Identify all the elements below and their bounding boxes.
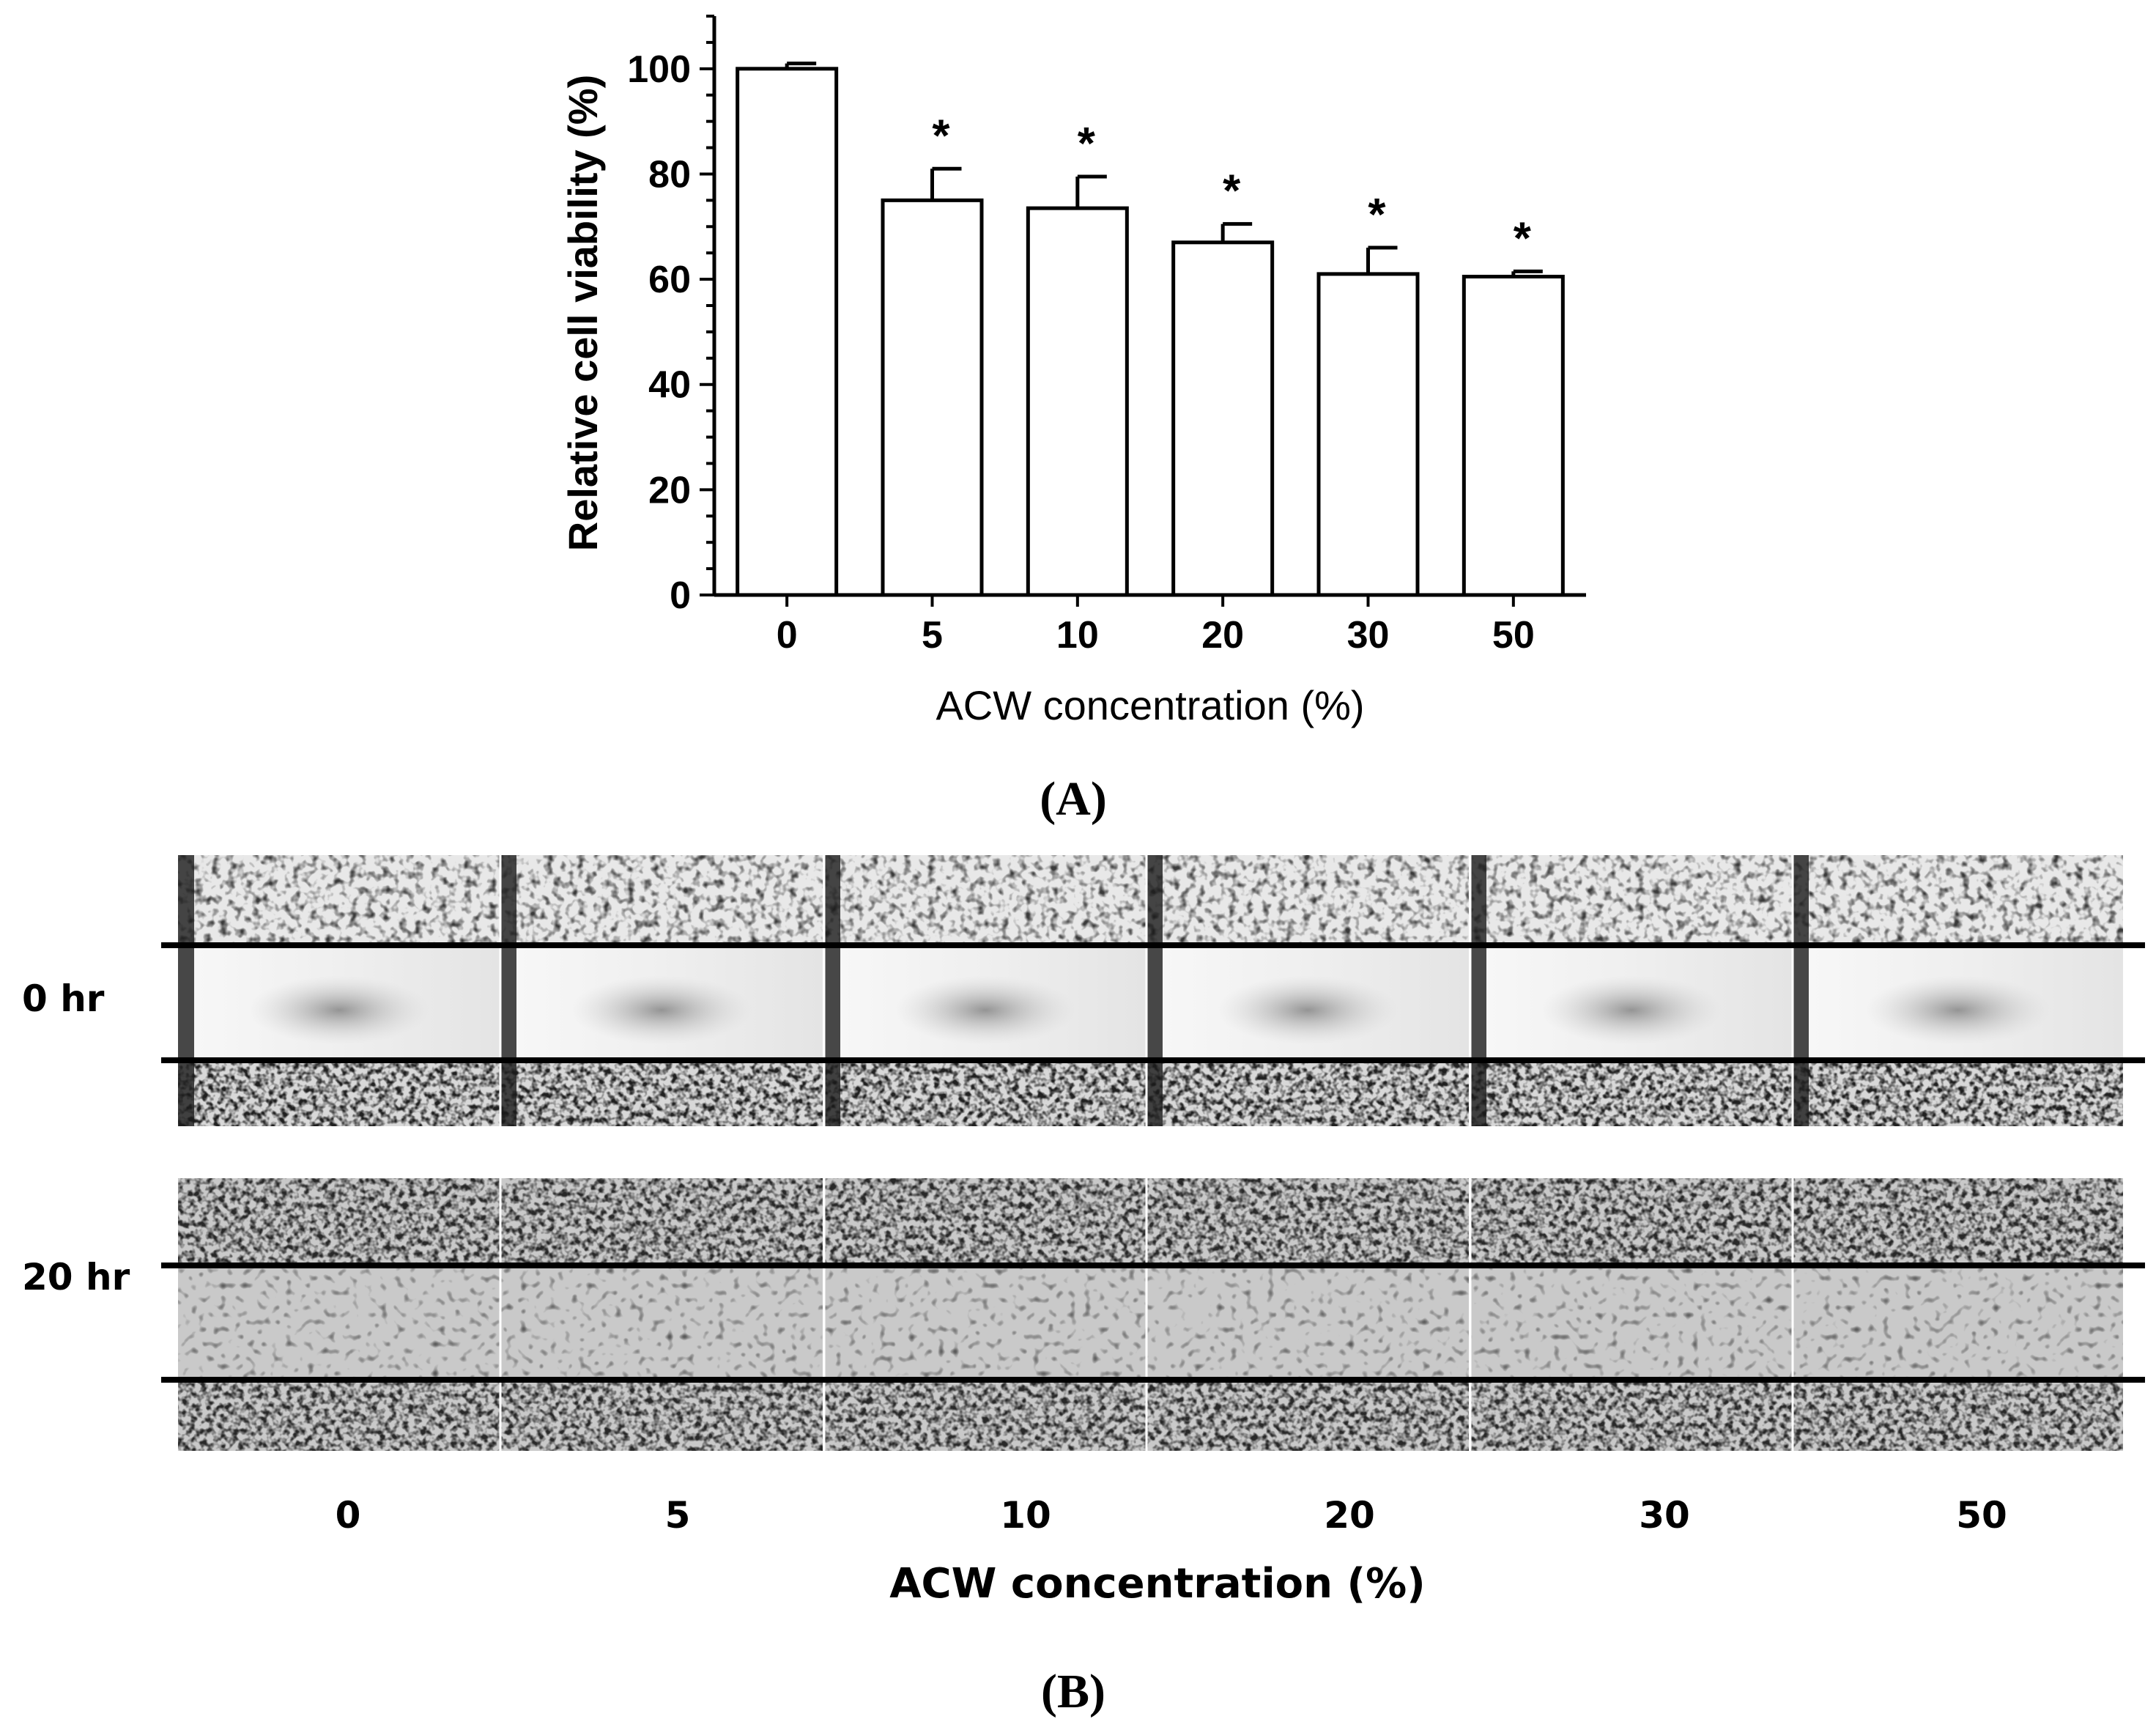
cell-texture: [178, 855, 500, 945]
micrograph-row-0hr: [161, 855, 2145, 1126]
micrograph-tile: [499, 1178, 823, 1451]
row-label-0hr: 0 hr: [22, 977, 105, 1020]
row-label-20hr: 20 hr: [22, 1256, 130, 1298]
y-tick-label: 100: [627, 48, 691, 91]
concentration-label: 5: [665, 1494, 691, 1537]
x-tick-label: 30: [1347, 614, 1390, 657]
tile-edge-shadow: [178, 855, 194, 1126]
cell-texture: [1470, 1380, 1793, 1451]
x-tick-label: 10: [1056, 614, 1099, 657]
tile-edge-shadow: [1793, 855, 1809, 1126]
scratch-assay-panel: 0 hr 20 hr 0 5 10 20 30 50 ACW concentration …: [22, 855, 2145, 1608]
concentration-label: 20: [1324, 1494, 1375, 1537]
viability-bar-chart: 0 20 40 60 80 100 0 5 10 20 30 50 * * * * * Relative c…: [560, 15, 1586, 728]
cell-texture: [1146, 855, 1469, 945]
micrograph-tile: [1145, 855, 1469, 1126]
cell-texture: [1470, 1178, 1793, 1265]
cell-texture: [178, 1060, 500, 1126]
micrograph-tile: [1791, 855, 2123, 1126]
migrated-cells: [1793, 1265, 2123, 1380]
bar: [1462, 275, 1565, 597]
y-axis-title: Relative cell viability (%): [560, 75, 606, 551]
x-tick-label: 0: [777, 614, 798, 657]
micrograph-tile: [499, 855, 823, 1126]
concentration-labels: 0 5 10 20 30 50: [336, 1494, 2007, 1537]
gap-shadow: [1541, 975, 1722, 1045]
bar: [1316, 272, 1420, 597]
bar: [1171, 240, 1275, 597]
significance-star: *: [932, 111, 950, 161]
gap-shadow: [894, 975, 1076, 1045]
tile-edge-shadow: [1146, 855, 1163, 1126]
cell-texture: [1146, 1060, 1469, 1126]
micrograph-tile: [178, 1178, 500, 1451]
cell-texture: [1470, 855, 1793, 945]
y-axis-ticks: 0 20 40 60 80 100: [627, 15, 714, 617]
cell-texture: [500, 1060, 823, 1126]
migrated-cells: [824, 1265, 1146, 1380]
gap-shadow: [1865, 975, 2051, 1045]
significance-star: *: [1368, 190, 1386, 240]
gap-shadow: [248, 975, 430, 1045]
migrated-cells: [178, 1265, 500, 1380]
concentration-label: 30: [1639, 1494, 1690, 1537]
x-axis-title: ACW concentration (%): [936, 682, 1364, 728]
x-tick-label: 20: [1201, 614, 1244, 657]
cell-texture: [824, 1060, 1146, 1126]
cell-texture: [178, 1380, 500, 1451]
micrograph-row-20hr: [161, 1178, 2145, 1451]
gap-shadow: [571, 975, 752, 1045]
micrograph-tile: [823, 1178, 1146, 1451]
tile-edge-shadow: [824, 855, 840, 1126]
migrated-cells: [1470, 1265, 1793, 1380]
gap-shadow: [1217, 975, 1399, 1045]
tile-edge-shadow: [1470, 855, 1486, 1126]
micrograph-tile: [1469, 855, 1793, 1126]
cell-texture: [500, 1178, 823, 1265]
x-tick-label: 5: [922, 614, 943, 657]
significance-star: *: [1514, 213, 1532, 264]
y-tick-label: 0: [670, 574, 691, 617]
migrated-cells: [500, 1265, 823, 1380]
y-tick-label: 20: [648, 469, 691, 511]
y-tick-label: 80: [648, 153, 691, 196]
cell-texture: [824, 855, 1146, 945]
bar: [736, 67, 839, 597]
micrograph-tile: [1791, 1178, 2123, 1451]
micrograph-tile: [1145, 1178, 1469, 1451]
micrograph-tile: [1469, 1178, 1793, 1451]
concentration-label: 0: [336, 1494, 361, 1537]
y-tick-label: 60: [648, 259, 691, 301]
cell-texture: [178, 1178, 500, 1265]
significance-star: *: [1078, 119, 1096, 169]
cell-texture: [1793, 1060, 2123, 1126]
tile-edge-shadow: [500, 855, 516, 1126]
cell-texture: [1470, 1060, 1793, 1126]
cell-texture: [824, 1380, 1146, 1451]
cell-texture: [500, 1380, 823, 1451]
cell-texture: [1793, 855, 2123, 945]
concentration-label: 10: [1000, 1494, 1051, 1537]
x-tick-label: 50: [1492, 614, 1535, 657]
cell-texture: [1793, 1380, 2123, 1451]
migrated-cells: [1146, 1265, 1469, 1380]
micrograph-tile: [178, 855, 500, 1126]
panel-a-label: (A): [1040, 772, 1107, 826]
cell-texture: [500, 855, 823, 945]
panel-b-label: (B): [1041, 1665, 1105, 1718]
cell-texture: [1146, 1178, 1469, 1265]
panel-b-x-title: ACW concentration (%): [889, 1560, 1426, 1608]
concentration-label: 50: [1956, 1494, 2007, 1537]
bar: [881, 198, 984, 597]
cell-texture: [1146, 1380, 1469, 1451]
cell-texture: [824, 1178, 1146, 1265]
x-axis-ticks: 0 5 10 20 30 50: [777, 595, 1535, 657]
bars: * * * * *: [736, 62, 1565, 597]
significance-star: *: [1223, 166, 1241, 217]
micrograph-tile: [823, 855, 1146, 1126]
cell-texture: [1793, 1178, 2123, 1265]
bar: [1026, 206, 1129, 597]
y-tick-label: 40: [648, 364, 691, 407]
